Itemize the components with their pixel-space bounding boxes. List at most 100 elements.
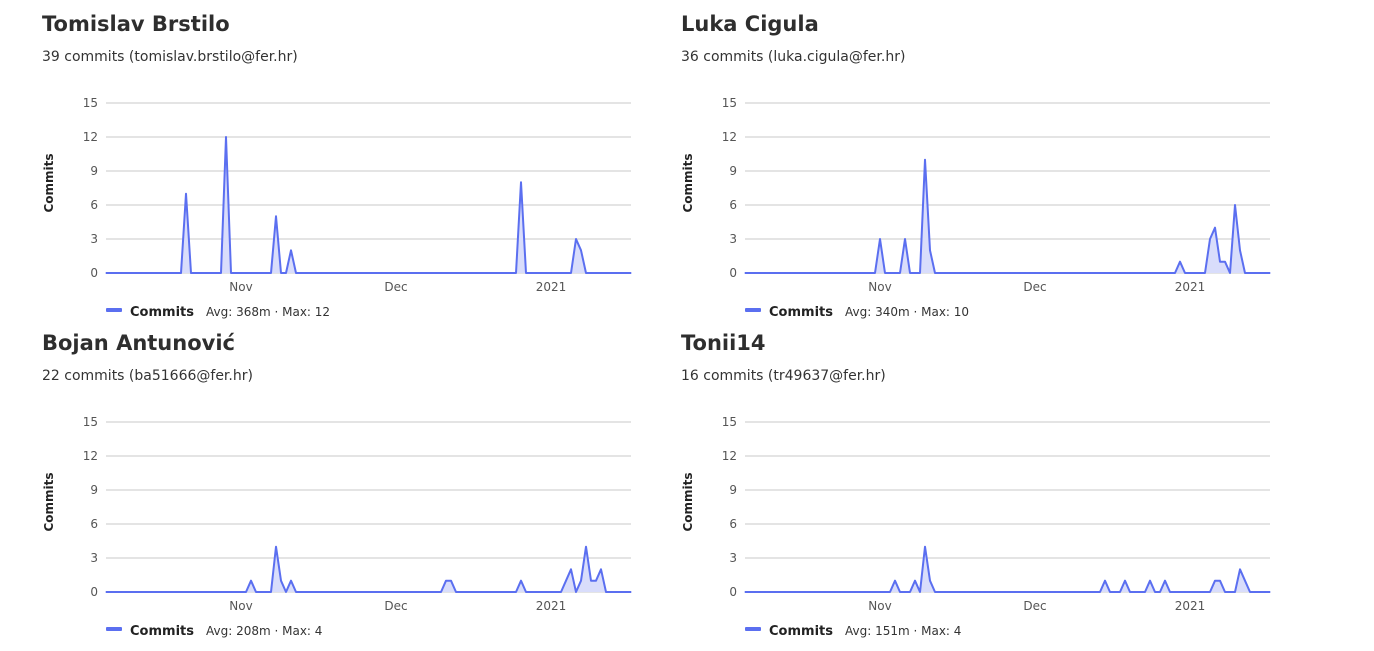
data-point <box>804 272 806 274</box>
data-point <box>245 272 247 274</box>
contributor-summary: 36 commits (luka.cigula@fer.hr) <box>681 49 906 65</box>
data-point <box>764 591 766 593</box>
data-point <box>1204 272 1206 274</box>
data-point <box>480 591 482 593</box>
data-point <box>435 591 437 593</box>
data-point <box>859 272 861 274</box>
y-tick-label: 6 <box>729 198 737 212</box>
data-point <box>500 591 502 593</box>
data-point <box>630 591 632 593</box>
series-area <box>745 546 1270 592</box>
data-point <box>180 591 182 593</box>
data-point <box>769 272 771 274</box>
data-point <box>1129 272 1131 274</box>
y-axis-title: Commits <box>42 472 56 531</box>
data-point <box>495 272 497 274</box>
data-point <box>1069 591 1071 593</box>
data-point <box>789 272 791 274</box>
data-point <box>335 272 337 274</box>
data-point <box>385 591 387 593</box>
data-point <box>1229 591 1231 593</box>
contributor-name: Bojan Antunović <box>42 331 235 355</box>
commits-chart: 0 3 6 9 12 15 Commits Nov Dec 2021 Commits Avg: 208… <box>42 415 632 639</box>
data-point <box>984 272 986 274</box>
data-point <box>879 238 881 240</box>
data-point <box>160 591 162 593</box>
x-tick-label: 2021 <box>536 599 567 613</box>
data-point <box>934 272 936 274</box>
data-point <box>949 591 951 593</box>
contributor-name: Tonii14 <box>681 331 766 355</box>
data-point <box>520 181 522 183</box>
x-tick-label: Dec <box>1023 599 1046 613</box>
data-point <box>889 591 891 593</box>
data-point <box>744 591 746 593</box>
data-point <box>620 272 622 274</box>
data-point <box>874 591 876 593</box>
data-point <box>1114 591 1116 593</box>
data-point <box>590 580 592 582</box>
data-point <box>545 591 547 593</box>
data-point <box>145 591 147 593</box>
legend-stats: Avg: 208m · Max: 4 <box>206 624 322 638</box>
data-point <box>615 591 617 593</box>
data-point <box>615 272 617 274</box>
data-point <box>979 272 981 274</box>
data-point <box>120 591 122 593</box>
data-point <box>1104 580 1106 582</box>
data-point <box>595 272 597 274</box>
data-point <box>375 272 377 274</box>
data-point <box>525 272 527 274</box>
data-point <box>839 591 841 593</box>
legend-series-name: Commits <box>769 624 833 639</box>
data-point <box>550 272 552 274</box>
data-point <box>1089 591 1091 593</box>
data-point <box>415 272 417 274</box>
data-point <box>899 591 901 593</box>
data-point <box>285 591 287 593</box>
data-point <box>879 591 881 593</box>
data-point <box>300 272 302 274</box>
data-point <box>974 591 976 593</box>
data-point <box>1029 591 1031 593</box>
data-point <box>455 272 457 274</box>
data-point <box>430 591 432 593</box>
data-point <box>1004 272 1006 274</box>
data-point <box>155 272 157 274</box>
legend-series-name: Commits <box>130 305 194 320</box>
data-point <box>305 272 307 274</box>
y-tick-label: 15 <box>83 96 98 110</box>
data-point <box>754 591 756 593</box>
data-point <box>415 591 417 593</box>
data-point <box>230 272 232 274</box>
data-point <box>365 272 367 274</box>
data-point <box>625 272 627 274</box>
y-tick-label: 3 <box>90 232 98 246</box>
x-tick-label: Dec <box>1023 280 1046 294</box>
data-point <box>1234 204 1236 206</box>
data-point <box>380 591 382 593</box>
data-point <box>185 591 187 593</box>
data-point <box>195 591 197 593</box>
data-point <box>754 272 756 274</box>
data-point <box>849 591 851 593</box>
data-point <box>195 272 197 274</box>
data-point <box>974 272 976 274</box>
data-point <box>1034 591 1036 593</box>
data-point <box>610 591 612 593</box>
data-point <box>295 591 297 593</box>
data-point <box>1149 272 1151 274</box>
data-point <box>170 272 172 274</box>
data-point <box>385 272 387 274</box>
data-point <box>350 272 352 274</box>
data-point <box>590 272 592 274</box>
data-point <box>490 591 492 593</box>
data-point <box>824 272 826 274</box>
data-point <box>600 272 602 274</box>
data-point <box>1119 272 1121 274</box>
data-point <box>585 546 587 548</box>
data-point <box>420 272 422 274</box>
data-point <box>165 591 167 593</box>
data-point <box>939 272 941 274</box>
data-point <box>1054 272 1056 274</box>
